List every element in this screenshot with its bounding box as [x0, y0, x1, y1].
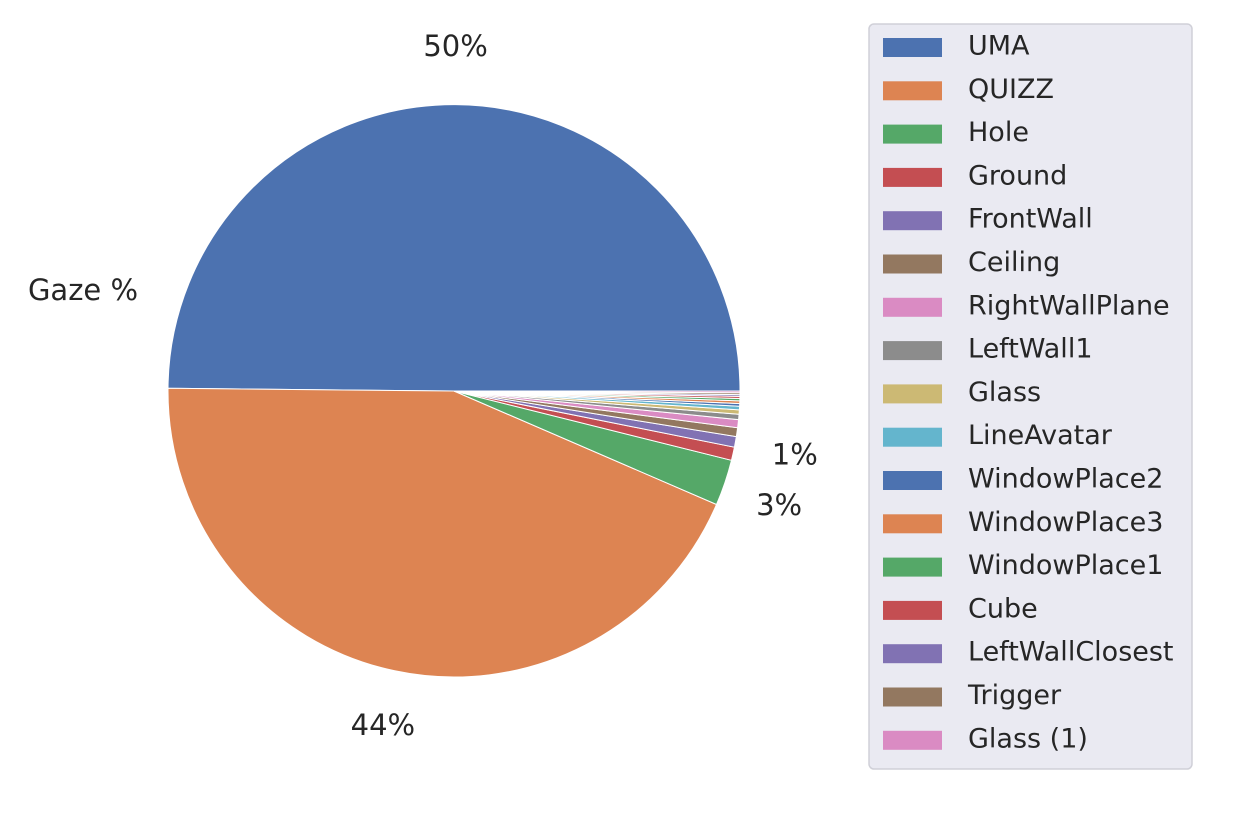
legend-swatch: [883, 81, 942, 101]
legend-swatch: [883, 427, 942, 447]
legend-frame: [868, 23, 1193, 770]
legend-label: Hole: [968, 117, 1029, 148]
legend-label: UMA: [968, 31, 1030, 62]
legend-label: Glass (1): [968, 723, 1088, 754]
legend-item-leftwallclosest: LeftWallClosest: [883, 637, 1174, 668]
pie-slices: [167, 104, 741, 678]
pie-percent-labels: 50% 44% 3% 1%: [351, 29, 818, 742]
legend-item-hole: Hole: [883, 117, 1029, 148]
legend-item-uma: UMA: [883, 31, 1030, 62]
legend-swatch: [883, 384, 942, 404]
legend-item-ground: Ground: [883, 160, 1067, 191]
legend-item-quizz: QUIZZ: [883, 74, 1054, 105]
legend-label: FrontWall: [968, 204, 1093, 235]
legend-label: RightWallPlane: [968, 290, 1170, 321]
legend-label: LeftWallClosest: [968, 637, 1174, 668]
legend-swatch: [883, 124, 942, 144]
legend-label: Trigger: [967, 680, 1062, 711]
legend-label: Ground: [968, 160, 1067, 191]
legend-swatch: [883, 167, 942, 187]
legend-swatch: [883, 687, 942, 707]
pie-percent-label: 50%: [423, 29, 487, 63]
legend-item-rightwallplane: RightWallPlane: [883, 290, 1170, 321]
legend-swatch: [883, 730, 942, 750]
legend-swatch: [883, 471, 942, 490]
legend-item-windowplace1: WindowPlace1: [883, 550, 1163, 581]
legend-item-ceiling: Ceiling: [883, 247, 1060, 278]
legend-label: LineAvatar: [968, 420, 1113, 451]
legend-item-trigger: Trigger: [883, 680, 1062, 711]
legend-label: QUIZZ: [968, 74, 1054, 105]
legend-label: WindowPlace3: [968, 507, 1163, 538]
legend-label: WindowPlace2: [968, 464, 1163, 495]
pie-percent-label: 1%: [772, 437, 818, 471]
legend-label: Glass: [968, 377, 1041, 408]
legend-swatch: [883, 557, 942, 577]
legend-swatch: [883, 341, 942, 361]
legend-item-windowplace3: WindowPlace3: [883, 507, 1163, 538]
legend-swatch: [883, 514, 942, 534]
legend-item-leftwall1: LeftWall1: [883, 334, 1093, 365]
legend-item-glass: Glass: [883, 377, 1041, 408]
legend-item-frontwall: FrontWall: [883, 204, 1093, 235]
legend-items: UMA QUIZZ Hole Ground FrontWall Ceiling RightW…: [883, 31, 1174, 754]
pie-slice-uma: [167, 104, 741, 392]
legend-swatch: [883, 600, 942, 620]
legend-item-glass-1: Glass (1): [883, 723, 1088, 754]
legend-swatch: [883, 254, 942, 274]
legend-label: LeftWall1: [968, 334, 1093, 365]
pie-slice-glass-1: [453, 390, 741, 394]
pie-slice-quizz: [167, 387, 718, 678]
pie-percent-label: 3%: [756, 488, 802, 522]
legend-swatch: [883, 38, 942, 57]
legend-item-cube: Cube: [883, 593, 1038, 624]
legend-item-lineavatar: LineAvatar: [883, 420, 1113, 451]
legend: UMA QUIZZ Hole Ground FrontWall Ceiling RightW…: [868, 23, 1193, 770]
legend-swatch: [883, 644, 942, 664]
legend-swatch: [883, 297, 942, 317]
legend-item-windowplace2: WindowPlace2: [883, 464, 1163, 495]
legend-label: Cube: [968, 593, 1038, 624]
legend-label: Ceiling: [968, 247, 1060, 278]
pie-ylabel: Gaze %: [28, 273, 138, 307]
pie-percent-label: 44%: [351, 708, 415, 742]
legend-label: WindowPlace1: [968, 550, 1163, 581]
legend-swatch: [883, 211, 942, 231]
